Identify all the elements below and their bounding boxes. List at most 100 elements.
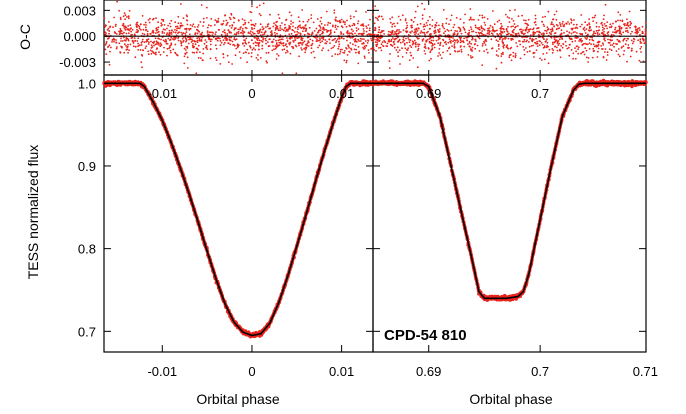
residual-point: [644, 41, 647, 43]
residual-point: [287, 28, 289, 31]
residual-point: [116, 0, 119, 3]
residual-point: [618, 55, 621, 58]
residual-point: [513, 28, 515, 31]
residual-point: [281, 38, 284, 41]
residual-point: [442, 26, 444, 28]
residual-point: [252, 42, 255, 45]
residual-point: [175, 29, 178, 32]
residual-point: [525, 47, 527, 49]
residual-point: [439, 43, 442, 45]
residual-point: [297, 28, 299, 31]
residual-point: [456, 39, 459, 41]
residual-point: [251, 48, 254, 51]
residual-point: [202, 21, 205, 24]
residual-point: [410, 26, 413, 29]
residual-point: [343, 59, 346, 62]
residual-point: [395, 49, 398, 51]
residual-point: [456, 50, 459, 53]
residual-point: [234, 54, 237, 57]
residual-point: [642, 38, 644, 41]
residual-point: [468, 42, 471, 44]
residual-point: [543, 45, 546, 47]
residual-point: [296, 37, 299, 39]
residual-point: [407, 47, 410, 50]
residual-point: [552, 49, 555, 52]
residual-point: [290, 14, 293, 17]
residual-point: [457, 40, 460, 42]
residual-point: [276, 25, 279, 28]
residual-point: [335, 16, 337, 19]
residual-point: [415, 32, 418, 34]
residual-point: [136, 26, 138, 29]
residual-point: [438, 24, 440, 27]
residual-point: [423, 8, 426, 11]
residual-point: [346, 54, 349, 56]
residual-point: [282, 42, 285, 45]
residual-point: [197, 44, 200, 47]
residual-point: [311, 42, 314, 45]
residual-point: [105, 24, 107, 27]
residual-point: [189, 27, 192, 30]
residual-point: [427, 47, 430, 49]
residual-point: [179, 40, 182, 42]
residual-point: [553, 36, 556, 39]
residual-point: [576, 32, 578, 34]
residual-point: [209, 40, 212, 43]
residual-point: [644, 28, 647, 31]
residual-point: [255, 57, 258, 59]
residual-point: [250, 55, 253, 58]
residual-point: [497, 40, 499, 43]
residual-point: [600, 45, 603, 47]
residual-point: [397, 32, 400, 35]
residual-point: [326, 24, 329, 26]
residual-point: [524, 22, 527, 25]
residual-point: [230, 36, 233, 39]
residual-point: [371, 57, 374, 59]
residual-point: [381, 30, 383, 33]
residual-point: [339, 19, 341, 22]
residual-point: [127, 39, 130, 42]
residual-point: [141, 38, 144, 41]
residual-point: [540, 33, 543, 36]
residual-point: [184, 52, 187, 55]
residual-point: [377, 36, 380, 39]
residual-point: [301, 48, 303, 51]
residual-point: [173, 36, 176, 39]
residual-point: [306, 20, 309, 23]
residual-point: [582, 28, 585, 30]
residual-point: [140, 61, 143, 64]
residual-point: [475, 31, 477, 34]
residual-point: [439, 54, 442, 56]
residual-point: [526, 51, 529, 53]
residual-point: [334, 24, 337, 27]
residual-point: [438, 48, 441, 50]
residual-point: [207, 24, 210, 27]
residual-point: [462, 41, 465, 44]
residual-point: [108, 30, 111, 32]
residual-point: [379, 46, 382, 49]
residual-point: [333, 31, 336, 34]
residual-point: [166, 27, 168, 30]
residual-point: [270, 33, 273, 36]
residual-point: [242, 42, 244, 45]
residual-point: [197, 24, 200, 26]
residual-point: [177, 32, 179, 34]
residual-point: [188, 38, 191, 41]
residual-point: [530, 45, 533, 47]
residual-point: [413, 39, 416, 42]
residual-point: [507, 37, 510, 40]
residual-point: [189, 33, 191, 36]
residual-point: [224, 36, 227, 39]
residual-point: [622, 31, 625, 34]
residual-point: [513, 23, 516, 25]
residual-point: [450, 36, 453, 39]
residual-point: [453, 23, 456, 26]
residual-point: [334, 37, 336, 40]
residual-point: [634, 31, 637, 34]
residual-point: [393, 33, 395, 36]
residual-point: [374, 41, 377, 43]
residual-point: [594, 14, 597, 17]
residual-point: [108, 63, 111, 66]
residual-point: [119, 18, 122, 21]
residual-point: [155, 53, 157, 56]
